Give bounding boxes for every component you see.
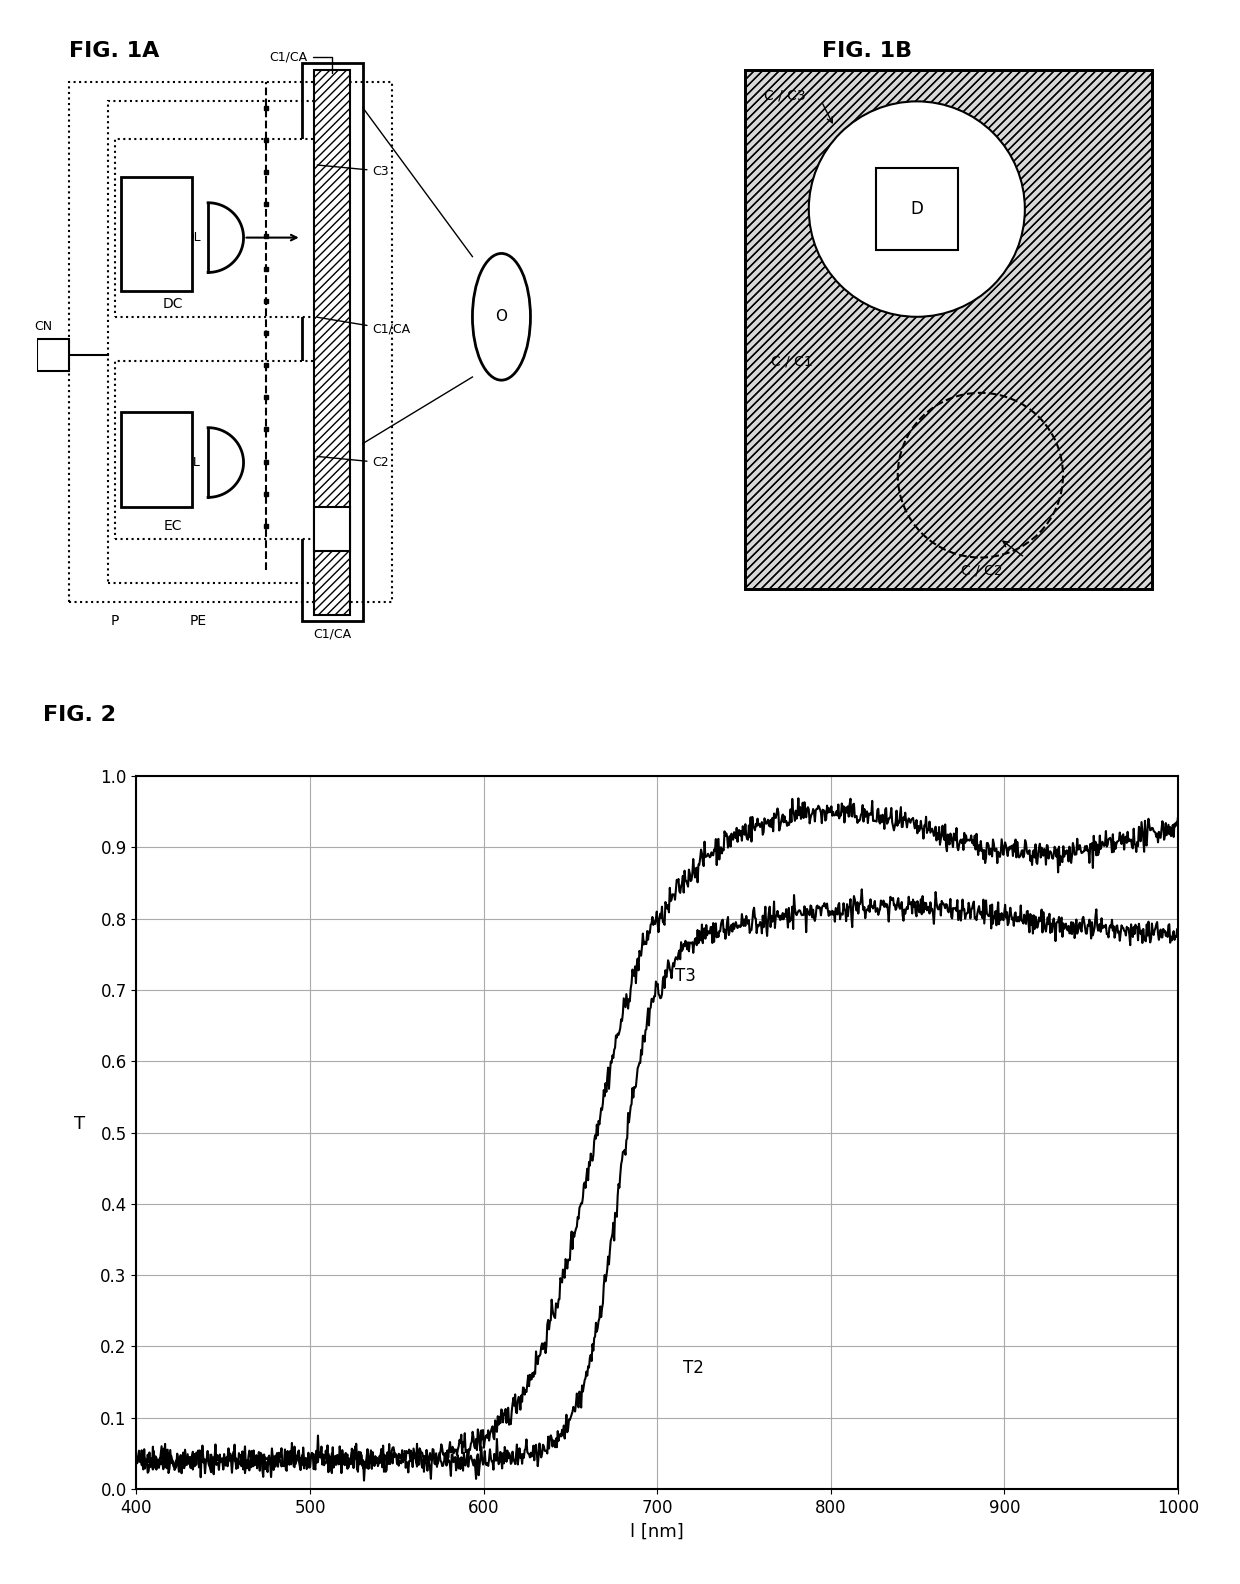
Text: PE: PE: [190, 615, 207, 627]
Text: DC: DC: [162, 298, 182, 310]
X-axis label: l [nm]: l [nm]: [630, 1522, 684, 1540]
Text: E: E: [148, 455, 156, 470]
Bar: [122, 412, 192, 507]
Text: O: O: [496, 309, 507, 325]
Text: D: D: [910, 200, 924, 219]
Text: EL: EL: [186, 456, 201, 469]
Y-axis label: T: T: [74, 1115, 86, 1133]
Text: C / C1: C / C1: [771, 355, 812, 367]
Text: EC: EC: [164, 520, 182, 532]
Bar: [108, 101, 340, 583]
Bar: [301, 63, 363, 621]
Text: C / C2: C / C2: [961, 564, 1003, 577]
Text: T2: T2: [683, 1359, 704, 1376]
Bar: [37, 339, 69, 371]
Text: C3: C3: [317, 165, 389, 177]
Text: C2: C2: [317, 456, 389, 469]
Text: D: D: [146, 230, 157, 246]
Bar: [315, 507, 350, 551]
Bar: [315, 70, 350, 615]
Ellipse shape: [472, 253, 531, 380]
Bar: [114, 139, 321, 317]
Circle shape: [808, 101, 1025, 317]
Bar: [69, 82, 392, 602]
Text: DL: DL: [185, 231, 202, 244]
Text: FIG. 1A: FIG. 1A: [69, 41, 160, 62]
Text: C1/CA: C1/CA: [317, 317, 410, 336]
Text: C: C: [327, 523, 336, 535]
Bar: [745, 70, 1152, 589]
Text: C1/CA: C1/CA: [314, 627, 351, 640]
Bar: [745, 70, 1152, 589]
Text: T3: T3: [675, 966, 696, 985]
Bar: [114, 361, 321, 539]
Text: CN: CN: [33, 320, 52, 333]
Text: C1/CA: C1/CA: [269, 51, 332, 73]
Text: FIG. 2: FIG. 2: [42, 705, 115, 725]
Text: FIG. 1B: FIG. 1B: [821, 41, 911, 62]
Bar: [875, 168, 959, 250]
Text: P: P: [110, 615, 119, 627]
Bar: [122, 177, 192, 291]
Text: C / C3: C / C3: [764, 89, 806, 101]
